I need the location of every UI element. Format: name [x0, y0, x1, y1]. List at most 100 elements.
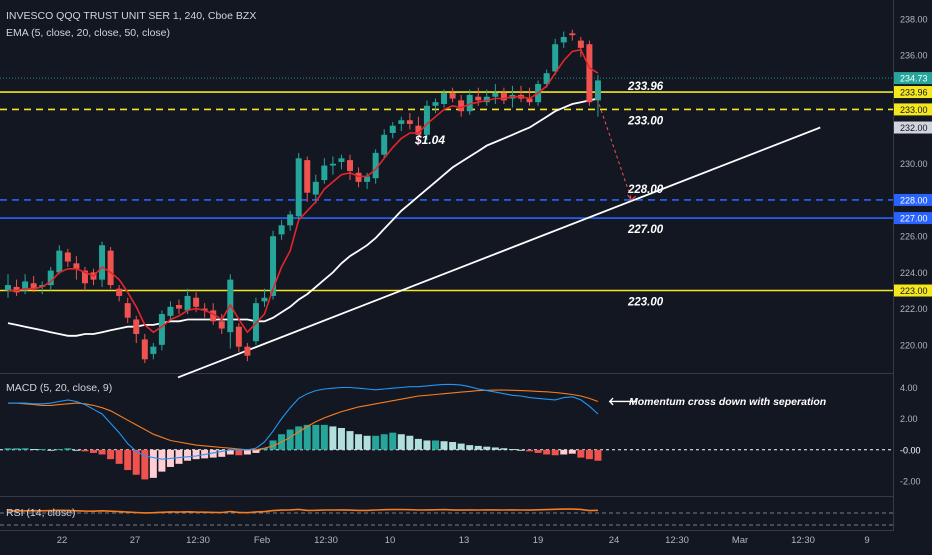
candle[interactable] — [458, 94, 465, 117]
candle[interactable] — [158, 310, 165, 351]
macd-bar[interactable] — [4, 448, 12, 450]
macd-bar[interactable] — [329, 426, 337, 450]
candle[interactable] — [569, 29, 576, 41]
macd-bar[interactable] — [406, 435, 414, 450]
candle[interactable] — [107, 247, 114, 289]
price-marker-223.00[interactable]: 223.00 — [894, 284, 932, 297]
candle[interactable] — [244, 343, 251, 362]
candle[interactable] — [218, 314, 225, 334]
candle[interactable] — [235, 323, 242, 353]
macd-bar[interactable] — [252, 449, 260, 453]
macd-bar[interactable] — [81, 449, 89, 452]
macd-bar[interactable] — [124, 449, 132, 471]
rsi-pane[interactable] — [0, 508, 893, 526]
macd-bar[interactable] — [55, 449, 63, 451]
macd-bar[interactable] — [90, 449, 97, 453]
macd-bar[interactable] — [235, 449, 243, 456]
macd-bar[interactable] — [30, 449, 38, 451]
candle[interactable] — [483, 89, 490, 106]
candle[interactable] — [22, 274, 29, 295]
candle[interactable] — [432, 98, 439, 114]
macd-bar[interactable] — [355, 434, 363, 450]
candle[interactable] — [560, 31, 567, 48]
candle[interactable] — [81, 266, 88, 291]
candle[interactable] — [577, 36, 584, 57]
macd-bar[interactable] — [380, 434, 388, 450]
candle[interactable] — [355, 167, 362, 188]
candle[interactable] — [30, 276, 37, 293]
macd-bar[interactable] — [21, 448, 29, 450]
macd-bar[interactable] — [47, 449, 55, 451]
candle[interactable] — [441, 89, 448, 108]
candle[interactable] — [304, 156, 311, 202]
macd-bar[interactable] — [72, 449, 80, 451]
macd-bar[interactable] — [158, 449, 166, 472]
macd-bar[interactable] — [13, 448, 21, 450]
macd-bar[interactable] — [243, 449, 251, 455]
candle[interactable] — [167, 301, 174, 320]
macd-bar[interactable] — [526, 449, 534, 452]
macd-bar[interactable] — [320, 424, 328, 450]
macd-bar[interactable] — [261, 448, 268, 450]
price-marker-234.73[interactable]: 234.73 — [894, 72, 932, 85]
candle[interactable] — [141, 333, 148, 363]
price-pane[interactable]: 233.96 233.00 228.00 227.00 223.00 — [0, 29, 893, 379]
candle[interactable] — [64, 248, 71, 267]
macd-bar[interactable] — [346, 431, 354, 450]
candle[interactable] — [133, 315, 140, 344]
candle[interactable] — [372, 149, 379, 184]
macd-bar[interactable] — [64, 448, 72, 450]
price-marker-227.00[interactable]: 227.00 — [894, 212, 932, 225]
macd-bar[interactable] — [184, 449, 192, 461]
macd-bar[interactable] — [107, 449, 115, 460]
candle[interactable] — [466, 89, 473, 115]
macd-bar[interactable] — [115, 449, 123, 464]
macd-bar[interactable] — [560, 449, 568, 455]
macd-bar[interactable] — [209, 449, 217, 458]
macd-bar[interactable] — [98, 449, 106, 455]
candle[interactable] — [5, 274, 11, 298]
macd-bar[interactable] — [534, 449, 542, 453]
price-marker-233.00[interactable]: 233.00 — [894, 103, 932, 116]
candle[interactable] — [278, 219, 285, 240]
candle[interactable] — [124, 297, 131, 324]
macd-bar[interactable] — [295, 426, 303, 450]
macd-bar[interactable] — [226, 449, 234, 455]
macd-bar[interactable] — [543, 449, 551, 455]
macd-bar[interactable] — [585, 449, 593, 460]
candle[interactable] — [526, 87, 533, 106]
macd-bar[interactable] — [414, 438, 422, 450]
price-marker-228.00[interactable]: 228.00 — [894, 193, 932, 206]
macd-bar[interactable] — [218, 449, 226, 457]
trendline[interactable] — [177, 126, 821, 379]
macd-bar[interactable] — [389, 432, 397, 450]
candle[interactable] — [500, 87, 507, 104]
candle[interactable] — [347, 154, 353, 181]
macd-bar[interactable] — [372, 435, 380, 450]
macd-bar[interactable] — [508, 449, 516, 451]
macd-bar[interactable] — [491, 447, 499, 450]
macd-bar[interactable] — [440, 441, 448, 450]
candle[interactable] — [116, 285, 123, 302]
macd-bar[interactable] — [286, 429, 294, 450]
candle[interactable] — [552, 38, 559, 76]
macd-bar[interactable] — [175, 449, 183, 464]
candle[interactable] — [56, 245, 63, 275]
macd-bar[interactable] — [192, 449, 200, 460]
macd-pane[interactable] — [0, 383, 893, 480]
macd-bar[interactable] — [432, 440, 439, 450]
macd-bar[interactable] — [466, 445, 474, 450]
macd-bar[interactable] — [551, 449, 559, 456]
candle[interactable] — [338, 154, 345, 170]
candle[interactable] — [406, 113, 413, 130]
candle[interactable] — [150, 343, 157, 360]
macd-bar[interactable] — [517, 449, 525, 451]
macd-bar[interactable] — [312, 424, 320, 450]
macd-bar[interactable] — [149, 449, 157, 478]
candle[interactable] — [594, 75, 601, 117]
candle[interactable] — [99, 241, 106, 287]
candle[interactable] — [176, 299, 182, 315]
price-marker-233.96[interactable]: 233.96 — [894, 86, 932, 99]
candle[interactable] — [492, 84, 499, 104]
